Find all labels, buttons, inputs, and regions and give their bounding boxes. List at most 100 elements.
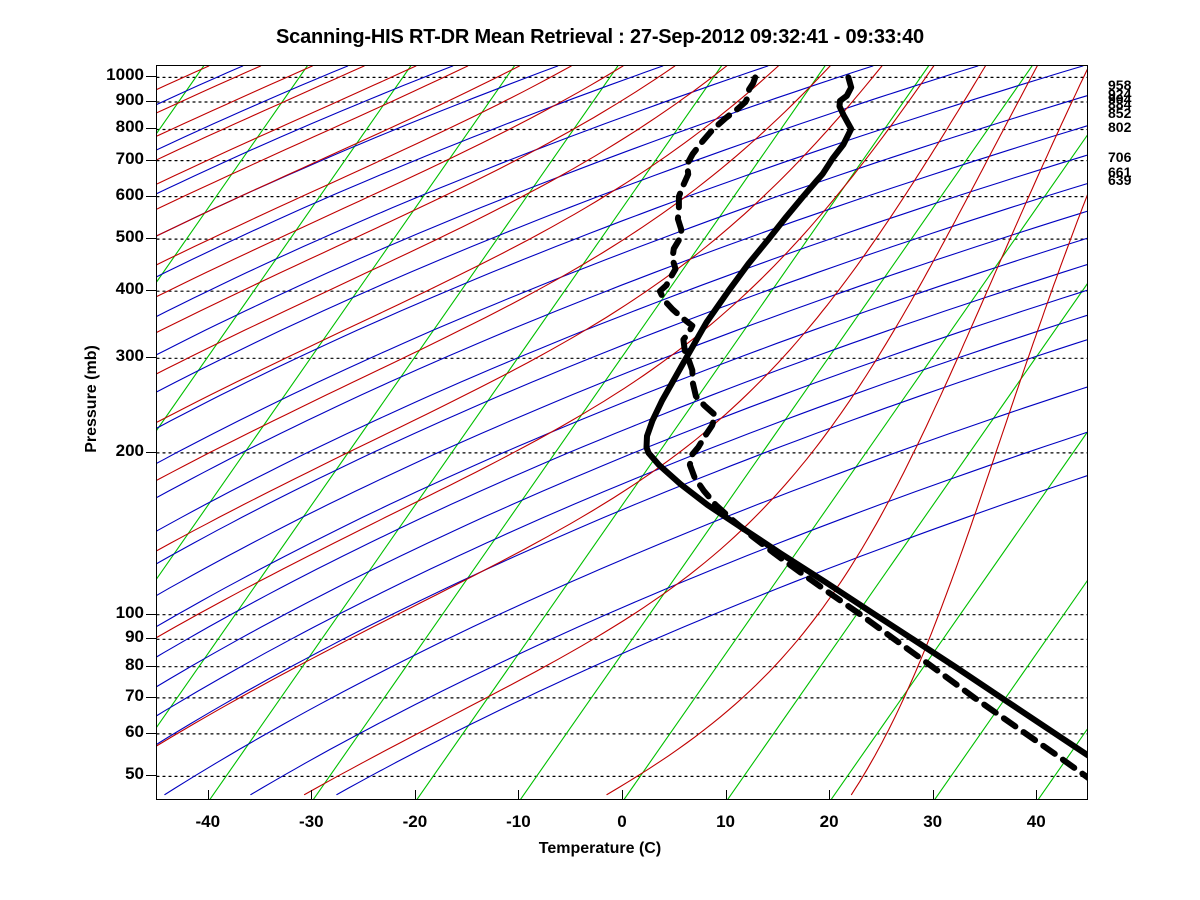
isotherm-line [520,66,1033,799]
x-axis-tick-mark [1036,790,1038,800]
skewt-background-grid [157,66,1087,799]
y-axis-tick-mark [146,357,156,359]
y-axis-tick-mark [146,613,156,615]
moist-adiabat-line [157,66,365,161]
isotherm-line [1037,728,1087,799]
moist-adiabat-line [157,66,728,375]
moist-adiabat-line [157,66,313,137]
y-axis-tick-mark [146,451,156,453]
moist-adiabat-line [850,194,1087,796]
dry-adiabat-line [157,66,244,105]
isotherm-line [157,66,308,283]
x-axis-tick-label: 10 [716,812,735,831]
dry-adiabat-line [157,66,664,278]
x-axis-tick-label: 0 [617,812,627,831]
y-axis-tick-mark [146,638,156,640]
dry-adiabat-line [157,66,874,356]
dry-adiabat-line [157,210,1087,596]
dry-adiabat-line [157,125,1087,499]
moist-adiabat-line [157,66,779,423]
dewpoint-profile-line [656,74,1087,781]
dry-adiabat-line [157,66,1084,429]
moist-adiabat-line [303,66,1038,796]
dry-adiabat-line [157,289,1087,688]
moist-adiabat-line [157,66,469,210]
dry-adiabat-line [157,66,559,237]
right-pressure-label: 958 [1108,77,1132,94]
dry-adiabat-line [157,95,1087,464]
dry-adiabat-line [157,66,454,195]
y-axis-tick-label: 500 [115,227,144,247]
y-axis-tick-mark [146,100,156,102]
x-axis-tick-label: -10 [506,812,531,831]
right-pressure-label: 904 [1108,90,1132,107]
right-pressure-label: 852 [1108,104,1132,121]
y-axis-tick-label: 70 [125,685,144,705]
dry-adiabat-line [157,66,979,393]
dry-adiabat-line [157,154,1087,532]
y-axis-tick-label: 60 [125,721,144,741]
isotherm-line [157,66,412,431]
moist-adiabat-line [157,66,883,552]
right-pressure-label: 924 [1108,85,1132,102]
x-axis-tick-mark [725,790,727,800]
isotherm-line [157,66,205,134]
y-axis-tick-mark [146,238,156,240]
dry-adiabat-line [157,264,1087,658]
y-axis-tick-label: 300 [115,346,144,366]
y-axis-tick-mark [146,732,156,734]
y-axis-tick-mark [146,696,156,698]
isotherm-line [157,66,619,728]
y-axis-tick-label: 90 [125,627,144,647]
moist-adiabat-line [157,66,417,185]
temperature-profile-line [643,74,1087,759]
isotherm-line [623,134,1087,799]
y-axis-tick-label: 700 [115,148,144,168]
x-axis-tick-mark [414,790,416,800]
isotherm-line [313,66,826,799]
x-axis-tick-label: -20 [402,812,428,831]
y-axis-tick-label: 50 [125,764,144,784]
moist-adiabat-line [157,66,831,481]
moist-adiabat-line [157,66,572,266]
dry-adiabat-line [250,431,1087,796]
moist-adiabat-line [157,66,676,333]
x-axis-tick-mark [311,790,313,800]
y-axis-tick-label: 600 [115,184,144,204]
plot-area [156,65,1088,800]
right-pressure-label: 884 [1108,96,1132,113]
isotherm-line [934,580,1087,799]
y-axis-tick-mark [146,128,156,130]
y-axis-tick-mark [146,76,156,78]
y-axis-tick-mark [146,195,156,197]
y-axis-tick-mark [146,665,156,667]
moist-adiabat-line [157,66,520,237]
x-axis-tick-mark [622,790,623,800]
moist-adiabat-line [606,68,1087,796]
y-axis-tick-label: 200 [115,440,144,460]
y-axis-tick-label: 900 [115,89,144,109]
isotherm-line [416,66,930,799]
dry-adiabat-line [157,237,1087,627]
x-axis-tick-label: -30 [299,812,324,831]
x-axis-tick-mark [932,790,934,800]
dry-adiabat-line [164,386,1087,796]
y-axis-tick-mark [146,775,156,777]
dry-adiabat-line [157,339,1087,745]
isotherm-line [830,431,1087,799]
y-axis-tick-mark [146,290,156,292]
right-pressure-label: 802 [1108,118,1132,135]
y-axis-tick-label: 1000 [106,65,144,85]
y-axis-tick-mark [146,159,156,161]
y-axis-title: Pressure (mb) [83,345,100,453]
x-axis-tick-label: -40 [195,812,221,831]
x-axis-title: Temperature (C) [538,840,662,857]
chart-title: Scanning-HIS RT-DR Mean Retrieval : 27-S… [276,26,924,48]
dry-adiabat-line [336,475,1087,796]
x-axis-tick-label: 20 [819,812,839,831]
isotherm-line [157,66,515,580]
x-axis-tick-label: 40 [1026,812,1046,831]
x-axis-tick-mark [207,790,209,800]
isotherm-line [209,66,722,799]
